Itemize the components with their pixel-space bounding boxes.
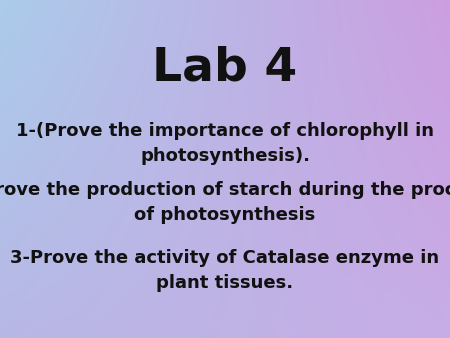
Text: Lab 4: Lab 4 — [153, 45, 297, 90]
Text: 2-Prove the production of starch during the process
of photosynthesis: 2-Prove the production of starch during … — [0, 181, 450, 224]
Text: 3-Prove the activity of Catalase enzyme in
plant tissues.: 3-Prove the activity of Catalase enzyme … — [10, 249, 440, 292]
Text: 1-(Prove the importance of chlorophyll in
photosynthesis).: 1-(Prove the importance of chlorophyll i… — [16, 122, 434, 165]
